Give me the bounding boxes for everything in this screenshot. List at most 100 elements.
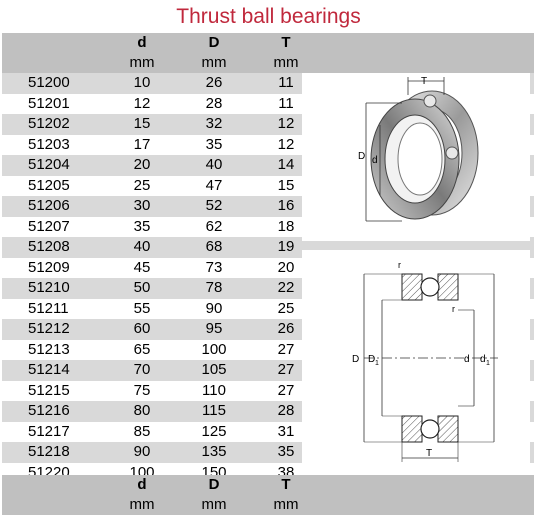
footer-d-label: d	[137, 476, 147, 493]
lower-washer-left	[401, 415, 423, 443]
label-D1-subscript: 1	[375, 360, 379, 367]
cell-d: 40	[133, 238, 151, 255]
bearing-designation: 51204	[28, 156, 70, 173]
ball	[423, 94, 437, 108]
label-T-section: T	[426, 448, 432, 459]
cell-D: 73	[205, 258, 223, 276]
cell-T: 27	[277, 381, 295, 399]
cell-D: 115	[202, 402, 226, 419]
cell-D: 35	[205, 135, 223, 153]
bearing-designation: 51205	[28, 176, 70, 194]
cell-D: 95	[205, 320, 223, 337]
cell-d: 30	[133, 197, 151, 214]
cell-d: 80	[133, 402, 151, 419]
cell-d: 65	[133, 340, 151, 358]
cell-d: 35	[133, 217, 151, 235]
cell-T: 11	[278, 94, 294, 112]
bearing-designation: 51215	[28, 381, 70, 399]
bearing-designation: 51213	[28, 340, 70, 358]
label-D-3d: D	[358, 151, 365, 162]
cell-d: 10	[133, 74, 151, 91]
bearing-designation: 51208	[28, 238, 70, 255]
cell-D: 47	[205, 176, 223, 194]
cell-D: 26	[205, 74, 223, 91]
cell-D: 105	[201, 361, 227, 378]
cell-d: 15	[133, 115, 151, 132]
bearing-designation: 51209	[28, 258, 70, 276]
cell-T: 22	[277, 279, 295, 296]
header-T-unit: mm	[273, 54, 299, 71]
header-band-top: d mm D mm T mm	[2, 33, 534, 73]
cell-T: 20	[277, 258, 295, 276]
bearing-3d-illustration: T D d	[358, 76, 479, 222]
ball	[445, 146, 459, 160]
cell-D: 125	[201, 422, 227, 440]
bearing-designation: 51211	[28, 299, 69, 317]
cell-T: 16	[277, 197, 295, 214]
bearing-designation: 51203	[28, 135, 70, 153]
bearing-designation: 51206	[28, 197, 70, 214]
cell-D: 62	[205, 217, 223, 235]
cell-D: 52	[205, 197, 223, 214]
label-r-top: r	[398, 260, 401, 270]
cell-d: 60	[133, 320, 151, 337]
cell-T: 27	[277, 340, 295, 358]
lower-washer-right	[437, 415, 459, 443]
footer-D-label: D	[208, 476, 220, 493]
cell-T: 35	[277, 443, 295, 460]
cell-D: 78	[205, 279, 223, 296]
cell-T: 25	[277, 299, 295, 317]
bearing-designation: 51212	[28, 320, 70, 337]
cell-T: 12	[277, 115, 295, 132]
cell-d: 50	[133, 279, 151, 296]
footer-d-unit: mm	[129, 496, 155, 513]
header-band-bottom: d mm D mm T mm	[2, 475, 534, 515]
cell-T: 15	[277, 176, 295, 194]
header-D-label: D	[208, 34, 220, 51]
label-d1-subscript: 1	[486, 360, 490, 367]
cell-D: 90	[205, 299, 223, 317]
bearing-designation: 51200	[28, 74, 70, 91]
upper-washer-left	[401, 273, 423, 301]
bearing-designation: 51217	[28, 422, 70, 440]
bearing-designation: 51216	[28, 402, 70, 419]
footer-D-unit: mm	[201, 496, 227, 513]
cell-d: 20	[133, 156, 151, 173]
cell-T: 18	[277, 217, 295, 235]
cell-T: 26	[277, 320, 295, 337]
cell-D: 32	[205, 115, 223, 132]
cell-d: 12	[133, 94, 151, 112]
upper-washer-right	[437, 273, 459, 301]
cell-T: 12	[277, 135, 295, 153]
label-r-inner: r	[452, 304, 455, 314]
header-D-unit: mm	[201, 54, 227, 71]
header-d-label: d	[137, 34, 147, 51]
cell-d: 45	[133, 258, 151, 276]
bearing-designation: 51201	[28, 94, 70, 112]
cell-d: 85	[133, 422, 151, 440]
header-d-unit: mm	[129, 54, 155, 71]
footer-T-label: T	[281, 476, 291, 493]
cell-d: 90	[133, 443, 151, 460]
cell-T: 11	[278, 74, 294, 91]
cell-T: 31	[277, 422, 295, 440]
cell-D: 135	[201, 443, 227, 460]
cell-D: 68	[205, 238, 223, 255]
label-d-3d: d	[372, 155, 378, 166]
cell-D: 110	[202, 381, 226, 399]
bearing-cross-section: D D 1 d d 1 r r T	[352, 260, 498, 462]
bearing-designation: 51207	[28, 217, 70, 235]
cell-D: 28	[205, 94, 223, 112]
cell-d: 55	[133, 299, 151, 317]
cell-D: 40	[205, 156, 223, 173]
label-T-3d: T	[421, 76, 427, 87]
bearing-designation: 51202	[28, 115, 70, 132]
cell-d: 25	[133, 176, 151, 194]
label-d-section: d	[464, 354, 470, 365]
cell-d: 70	[133, 361, 151, 378]
cell-d: 75	[133, 381, 151, 399]
cell-T: 28	[277, 402, 295, 419]
label-D1-section: D	[368, 354, 375, 365]
cell-T: 14	[277, 156, 295, 173]
